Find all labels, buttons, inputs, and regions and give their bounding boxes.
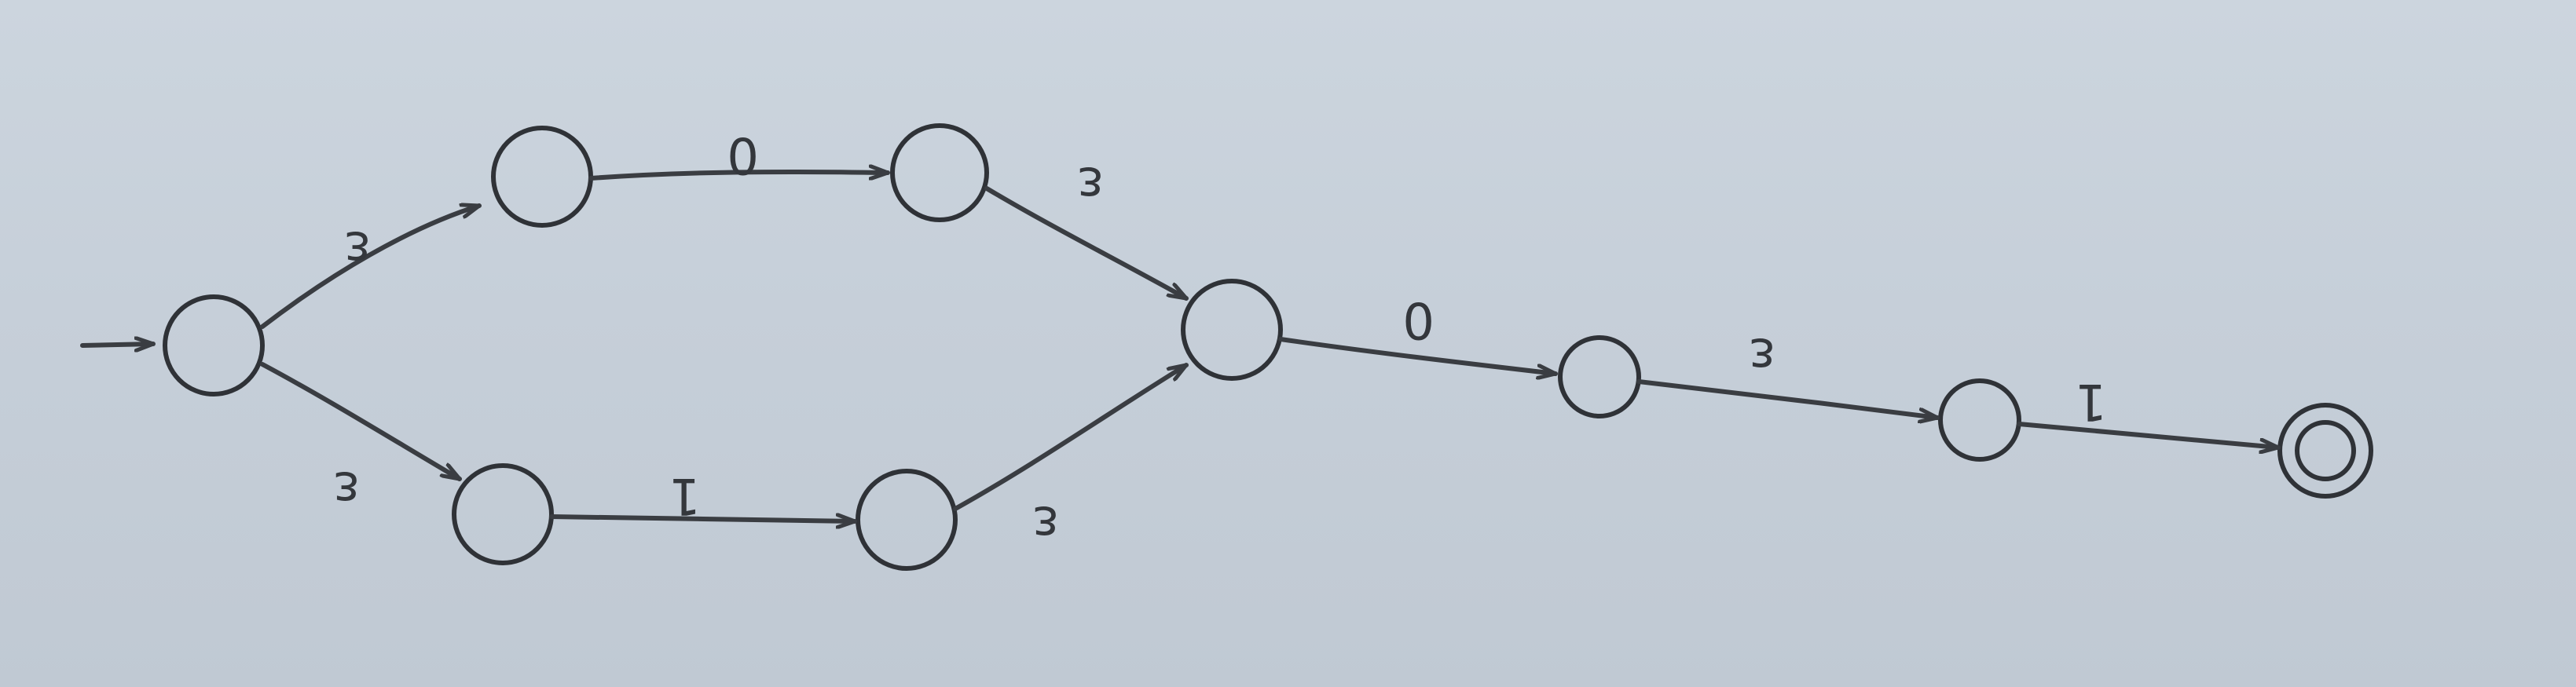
label-q6-q7: ε xyxy=(1748,327,1775,385)
label-q4-q5: ε xyxy=(1031,495,1059,553)
label-q1-q3: 0 xyxy=(727,126,759,184)
transition-q2-q4 xyxy=(549,517,857,521)
label-q3-q5: ε xyxy=(1076,155,1104,214)
state-q4 xyxy=(856,469,958,571)
transition-q4-q5 xyxy=(953,363,1189,511)
transition-q0-q1 xyxy=(260,206,482,329)
transition-q0-q2 xyxy=(260,362,462,481)
transition-q6-q7 xyxy=(1636,379,1940,418)
state-q8-accept-outer xyxy=(2277,403,2373,499)
state-q3 xyxy=(890,123,989,222)
state-q7 xyxy=(1938,378,2021,462)
state-q2 xyxy=(452,463,554,565)
transition-q3-q5 xyxy=(984,186,1189,301)
state-q0 xyxy=(163,294,265,396)
start-arrow xyxy=(80,344,156,345)
label-q7-q8: 1 xyxy=(2075,372,2107,430)
state-q6 xyxy=(1558,335,1641,418)
transition-q5-q6 xyxy=(1278,337,1558,374)
label-q2-q4: 1 xyxy=(669,466,701,524)
label-q0-q2: ε xyxy=(332,460,360,518)
state-q1 xyxy=(491,126,593,228)
state-q5 xyxy=(1181,279,1283,381)
label-q5-q6: 0 xyxy=(1402,291,1435,349)
label-q0-q1: ε xyxy=(343,220,371,278)
transition-q1-q3 xyxy=(588,172,890,178)
state-q8-accept-inner xyxy=(2295,420,2356,481)
transition-q7-q8 xyxy=(2017,422,2281,448)
